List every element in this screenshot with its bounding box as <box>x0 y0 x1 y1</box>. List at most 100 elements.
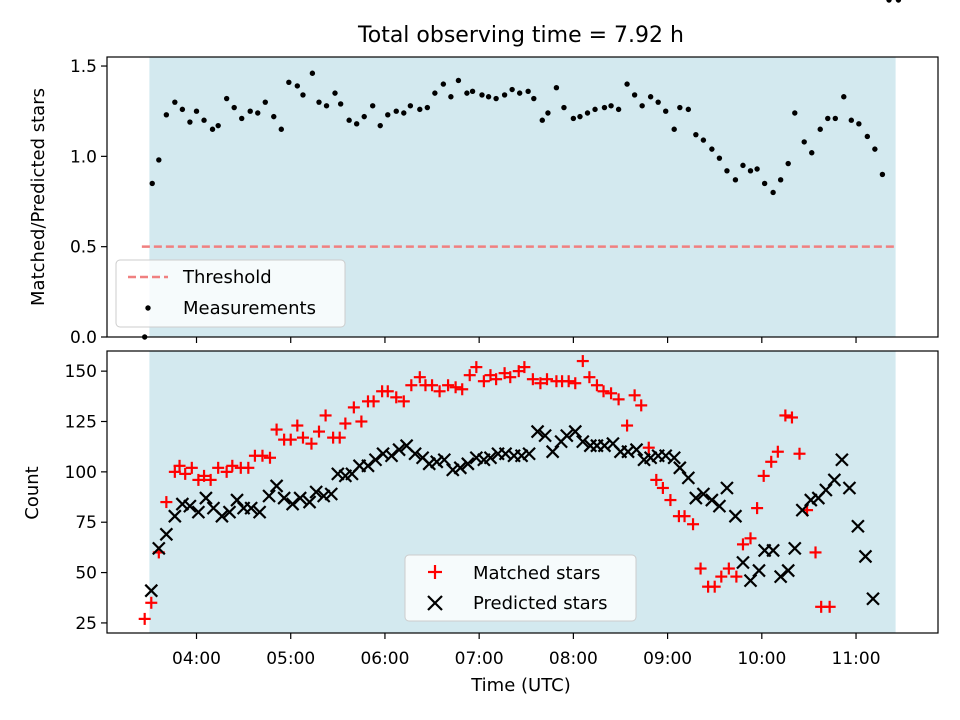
measurement-point <box>671 126 677 132</box>
predicted-star-point <box>720 481 734 495</box>
predicted-star-point <box>795 503 810 517</box>
measurement-point <box>187 119 193 125</box>
x-tick-label: 06:00 <box>360 649 409 669</box>
measurement-point <box>393 108 399 114</box>
measurements-legend-swatch <box>145 305 151 311</box>
matched-star-point <box>590 379 603 392</box>
measurement-point <box>231 104 237 111</box>
predicted-star-point <box>408 446 422 461</box>
predicted-star-point <box>538 428 552 443</box>
measurement-point <box>856 121 862 127</box>
predicted-star-point <box>392 442 406 457</box>
measurement-point <box>792 110 798 116</box>
predicted-star-point <box>681 471 696 485</box>
matched-star-point <box>642 441 655 454</box>
matched-star-point <box>526 373 539 386</box>
predicted-star-point <box>568 424 583 439</box>
ratio-legend: Threshold Measurements <box>115 259 346 328</box>
predicted-star-point <box>277 491 291 505</box>
matched-star-point <box>347 401 360 414</box>
measurement-point <box>201 117 207 123</box>
matched-legend-swatch <box>428 565 442 579</box>
measurement-point <box>832 115 839 122</box>
matched-star-point <box>678 510 691 523</box>
measurement-point <box>469 88 476 95</box>
predicted-star-point <box>293 491 307 505</box>
matched-star-point <box>185 461 198 474</box>
matched-legend-label: Matched stars <box>473 563 600 584</box>
matched-star-point <box>449 381 462 394</box>
measurement-point <box>294 83 301 89</box>
matched-star-point <box>757 469 770 482</box>
matched-star-point <box>540 373 553 386</box>
count-y-axis-label: Count <box>22 466 43 519</box>
measurement-point <box>525 88 531 95</box>
matched-star-point <box>220 465 233 478</box>
matched-star-point <box>312 425 325 438</box>
matched-star-point <box>730 570 743 583</box>
measurement-point <box>761 180 768 187</box>
measurement-point <box>825 115 831 122</box>
matched-star-point <box>367 395 380 408</box>
matched-star-point <box>397 395 410 408</box>
measurement-point <box>417 106 423 113</box>
matched-star-point <box>355 415 368 428</box>
measurement-point <box>561 104 567 111</box>
count-legend-box <box>404 554 637 622</box>
measurement-point <box>271 113 277 120</box>
predicted-star-point <box>835 452 849 467</box>
matched-star-point <box>256 449 269 462</box>
measurement-point <box>624 81 630 87</box>
measurement-point <box>156 157 162 163</box>
predicted-star-point <box>522 446 536 461</box>
matched-star-point <box>779 409 792 422</box>
matched-star-point <box>456 383 469 396</box>
predicted-star-point <box>144 583 159 598</box>
matched-star-point <box>722 562 735 575</box>
predicted-star-point <box>453 461 468 475</box>
measurement-point <box>663 108 669 114</box>
predicted-star-point <box>244 501 258 515</box>
matched-star-point <box>751 502 764 515</box>
matched-star-point <box>504 371 517 384</box>
measurement-point <box>553 85 560 91</box>
measurement-point <box>570 115 577 122</box>
matched-star-point <box>736 538 749 551</box>
predicted-star-point <box>309 485 323 499</box>
matched-star-point <box>390 391 403 404</box>
measurement-point <box>631 92 638 98</box>
matched-star-point <box>145 596 158 609</box>
predicted-star-point <box>215 509 229 523</box>
matched-star-point <box>534 377 547 390</box>
measurement-point <box>424 104 431 111</box>
matched-star-point <box>442 379 455 392</box>
matched-star-point <box>405 379 418 392</box>
matched-star-point <box>296 431 309 444</box>
predicted-star-point <box>858 549 873 564</box>
measurement-point <box>770 189 776 196</box>
measurement-point <box>592 106 598 113</box>
count-plot-frame <box>106 350 939 634</box>
matched-star-point <box>687 518 700 531</box>
ratio-y-tick-label: 1.5 <box>70 57 97 77</box>
matched-star-point <box>562 375 575 388</box>
measurement-point <box>179 106 186 113</box>
measurement-point <box>316 99 322 105</box>
predicted-star-point <box>461 457 475 471</box>
matched-star-point <box>490 373 503 386</box>
measurement-point <box>323 103 330 109</box>
measurement-point <box>353 121 360 127</box>
matched-star-point <box>576 355 589 368</box>
measurement-point <box>685 106 692 113</box>
matched-star-point <box>771 445 784 458</box>
matched-star-point <box>173 459 186 472</box>
measurement-point <box>309 70 316 76</box>
measurement-point <box>879 171 886 178</box>
measurement-point <box>539 117 545 123</box>
predicted-star-point <box>728 509 743 523</box>
matched-star-point <box>413 371 426 384</box>
measurement-point <box>601 104 608 111</box>
predicted-star-point <box>629 442 644 457</box>
matched-star-point <box>463 369 476 382</box>
matched-star-point <box>518 361 531 374</box>
